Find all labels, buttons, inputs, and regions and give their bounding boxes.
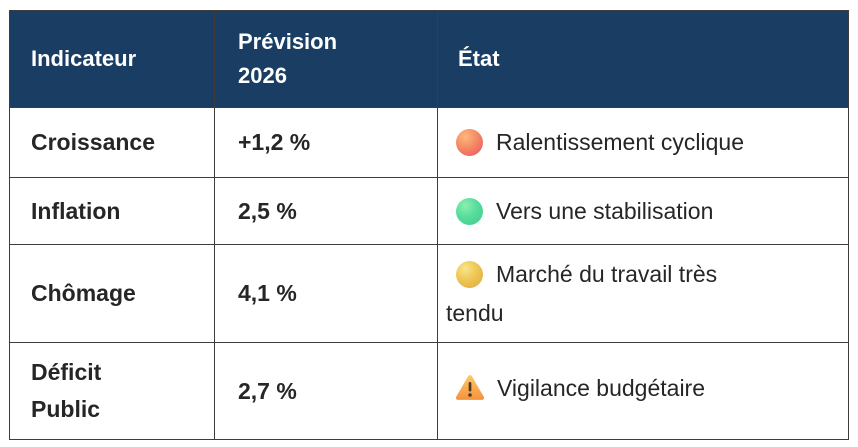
- table-row-chomage: Chômage 4,1 % Marché du travail très ten…: [9, 244, 849, 343]
- yellow-circle-icon: [456, 260, 483, 288]
- indicator-cell: Chômage: [9, 244, 215, 343]
- status-text: Marché du travail très tendu: [446, 260, 718, 326]
- column-header-label: Indicateur: [31, 45, 137, 71]
- column-header-label: Prévision 2026: [238, 28, 338, 88]
- warning-triangle-icon: [455, 374, 485, 413]
- status-text: Ralentissement cyclique: [496, 129, 745, 156]
- column-header-indicateur: Indicateur: [9, 10, 215, 108]
- status-cell: Vers une stabilisation: [437, 177, 849, 245]
- green-circle-icon: [456, 197, 483, 225]
- status-content: Vers une stabilisation: [446, 192, 758, 231]
- indicator-label: Déficit Public: [31, 359, 102, 422]
- indicator-label: Croissance: [31, 129, 156, 156]
- status-cell: Ralentissement cyclique: [437, 107, 849, 178]
- column-header-label: État: [458, 45, 500, 71]
- indicators-table: Indicateur Prévision 2026 État Croissanc…: [9, 10, 849, 440]
- column-header-prevision-2026: Prévision 2026: [214, 10, 438, 108]
- forecast-cell: 4,1 %: [214, 244, 438, 343]
- table-row-deficit-public: Déficit Public 2,7 %: [9, 342, 849, 440]
- table-row-inflation: Inflation 2,5 % Vers une stabilisation: [9, 177, 849, 245]
- indicator-cell: Croissance: [9, 107, 215, 178]
- table-canvas: Indicateur Prévision 2026 État Croissanc…: [9, 10, 849, 440]
- status-cell: Vigilance budgétaire: [437, 342, 849, 440]
- indicator-label: Chômage: [31, 280, 136, 307]
- status-content: Marché du travail très tendu: [446, 255, 758, 332]
- forecast-cell: +1,2 %: [214, 107, 438, 178]
- column-header-etat: État: [437, 10, 849, 108]
- header-row: Indicateur Prévision 2026 État: [9, 10, 849, 108]
- status-text: Vers une stabilisation: [496, 197, 714, 224]
- status-content: Ralentissement cyclique: [446, 123, 758, 162]
- forecast-cell: 2,7 %: [214, 342, 438, 440]
- forecast-cell: 2,5 %: [214, 177, 438, 245]
- status-cell: Marché du travail très tendu: [437, 244, 849, 343]
- indicator-cell: Déficit Public: [9, 342, 215, 440]
- table-row-croissance: Croissance +1,2 % Ralentissement cycliqu…: [9, 107, 849, 178]
- status-content: Vigilance budgétaire: [446, 369, 758, 413]
- orange-circle-icon: [456, 129, 483, 157]
- indicator-label: Inflation: [31, 197, 121, 224]
- indicator-cell: Inflation: [9, 177, 215, 245]
- status-text: Vigilance budgétaire: [497, 375, 706, 402]
